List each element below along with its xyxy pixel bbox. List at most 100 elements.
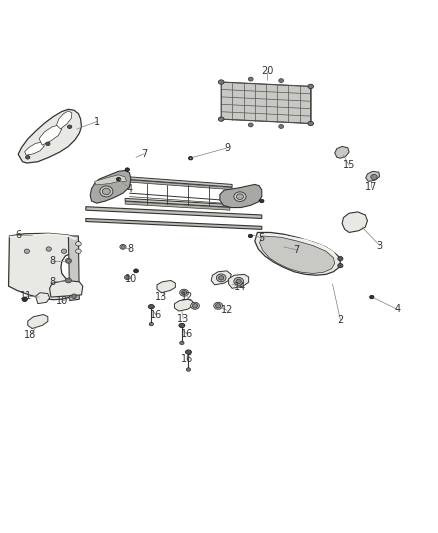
Text: 8: 8 (49, 277, 55, 287)
Polygon shape (86, 219, 262, 229)
Ellipse shape (279, 125, 283, 128)
Polygon shape (28, 314, 48, 328)
Text: 18: 18 (24, 330, 36, 341)
Polygon shape (220, 184, 262, 207)
Ellipse shape (338, 256, 343, 261)
Polygon shape (366, 171, 380, 181)
Polygon shape (10, 233, 77, 240)
Text: 6: 6 (15, 230, 21, 240)
Text: 4: 4 (394, 304, 400, 314)
Ellipse shape (260, 199, 264, 203)
Ellipse shape (192, 304, 198, 308)
Ellipse shape (215, 304, 221, 308)
Text: 10: 10 (125, 274, 137, 284)
Text: 9: 9 (225, 143, 231, 153)
Ellipse shape (186, 368, 191, 372)
Polygon shape (35, 293, 49, 304)
Ellipse shape (76, 241, 81, 246)
Ellipse shape (234, 192, 246, 201)
Ellipse shape (61, 249, 67, 253)
Polygon shape (342, 212, 367, 232)
Text: 20: 20 (261, 66, 273, 76)
Text: 10: 10 (56, 296, 68, 306)
Ellipse shape (188, 157, 193, 160)
Ellipse shape (126, 276, 129, 279)
Polygon shape (68, 236, 79, 301)
Ellipse shape (181, 290, 187, 295)
Polygon shape (86, 207, 262, 219)
Text: 16: 16 (181, 329, 194, 339)
Ellipse shape (248, 234, 253, 238)
Ellipse shape (219, 117, 224, 122)
Ellipse shape (338, 263, 343, 268)
Ellipse shape (219, 80, 224, 84)
Polygon shape (174, 299, 193, 311)
Ellipse shape (248, 123, 253, 127)
Ellipse shape (46, 142, 50, 146)
Ellipse shape (67, 279, 71, 282)
Ellipse shape (180, 289, 188, 296)
Polygon shape (221, 82, 311, 124)
Ellipse shape (22, 297, 27, 302)
Polygon shape (25, 142, 44, 155)
Polygon shape (258, 234, 339, 259)
Polygon shape (125, 201, 230, 210)
Ellipse shape (71, 294, 77, 298)
Ellipse shape (65, 278, 71, 283)
Polygon shape (95, 175, 127, 185)
Polygon shape (260, 236, 335, 273)
Ellipse shape (120, 245, 126, 249)
Text: 8: 8 (49, 256, 55, 266)
Ellipse shape (134, 269, 138, 273)
Text: 13: 13 (155, 292, 167, 302)
Ellipse shape (308, 122, 314, 126)
Ellipse shape (121, 245, 125, 248)
Polygon shape (125, 180, 232, 190)
Polygon shape (335, 147, 349, 158)
Ellipse shape (370, 295, 374, 299)
Ellipse shape (65, 259, 71, 263)
Ellipse shape (236, 279, 241, 284)
Ellipse shape (179, 323, 185, 328)
Polygon shape (9, 233, 79, 300)
Ellipse shape (102, 188, 110, 195)
Ellipse shape (248, 77, 253, 81)
Polygon shape (229, 274, 249, 288)
Ellipse shape (185, 350, 191, 354)
Text: 2: 2 (337, 315, 343, 325)
Ellipse shape (67, 125, 72, 128)
Polygon shape (211, 271, 231, 285)
Ellipse shape (279, 79, 283, 83)
Text: 17: 17 (365, 182, 377, 192)
Polygon shape (90, 171, 131, 203)
Text: 16: 16 (149, 310, 162, 319)
Ellipse shape (25, 156, 30, 159)
Polygon shape (39, 125, 62, 145)
Polygon shape (255, 232, 340, 275)
Polygon shape (49, 280, 83, 297)
Ellipse shape (149, 322, 153, 326)
Text: 4: 4 (127, 184, 133, 194)
Text: 13: 13 (177, 314, 189, 324)
Ellipse shape (125, 168, 130, 171)
Ellipse shape (216, 274, 226, 282)
Polygon shape (18, 109, 81, 163)
Ellipse shape (117, 177, 121, 181)
Ellipse shape (189, 157, 192, 159)
Ellipse shape (214, 302, 223, 309)
Ellipse shape (76, 249, 81, 253)
Ellipse shape (24, 249, 29, 253)
Text: 8: 8 (128, 244, 134, 254)
Polygon shape (125, 176, 232, 187)
Ellipse shape (237, 194, 244, 199)
Polygon shape (125, 198, 230, 207)
Ellipse shape (100, 186, 113, 197)
Polygon shape (157, 280, 175, 293)
Ellipse shape (46, 247, 51, 251)
Ellipse shape (148, 304, 154, 309)
Ellipse shape (219, 276, 224, 280)
Text: 12: 12 (221, 305, 233, 315)
Text: 16: 16 (181, 354, 194, 364)
Ellipse shape (234, 277, 244, 285)
Polygon shape (57, 111, 72, 129)
